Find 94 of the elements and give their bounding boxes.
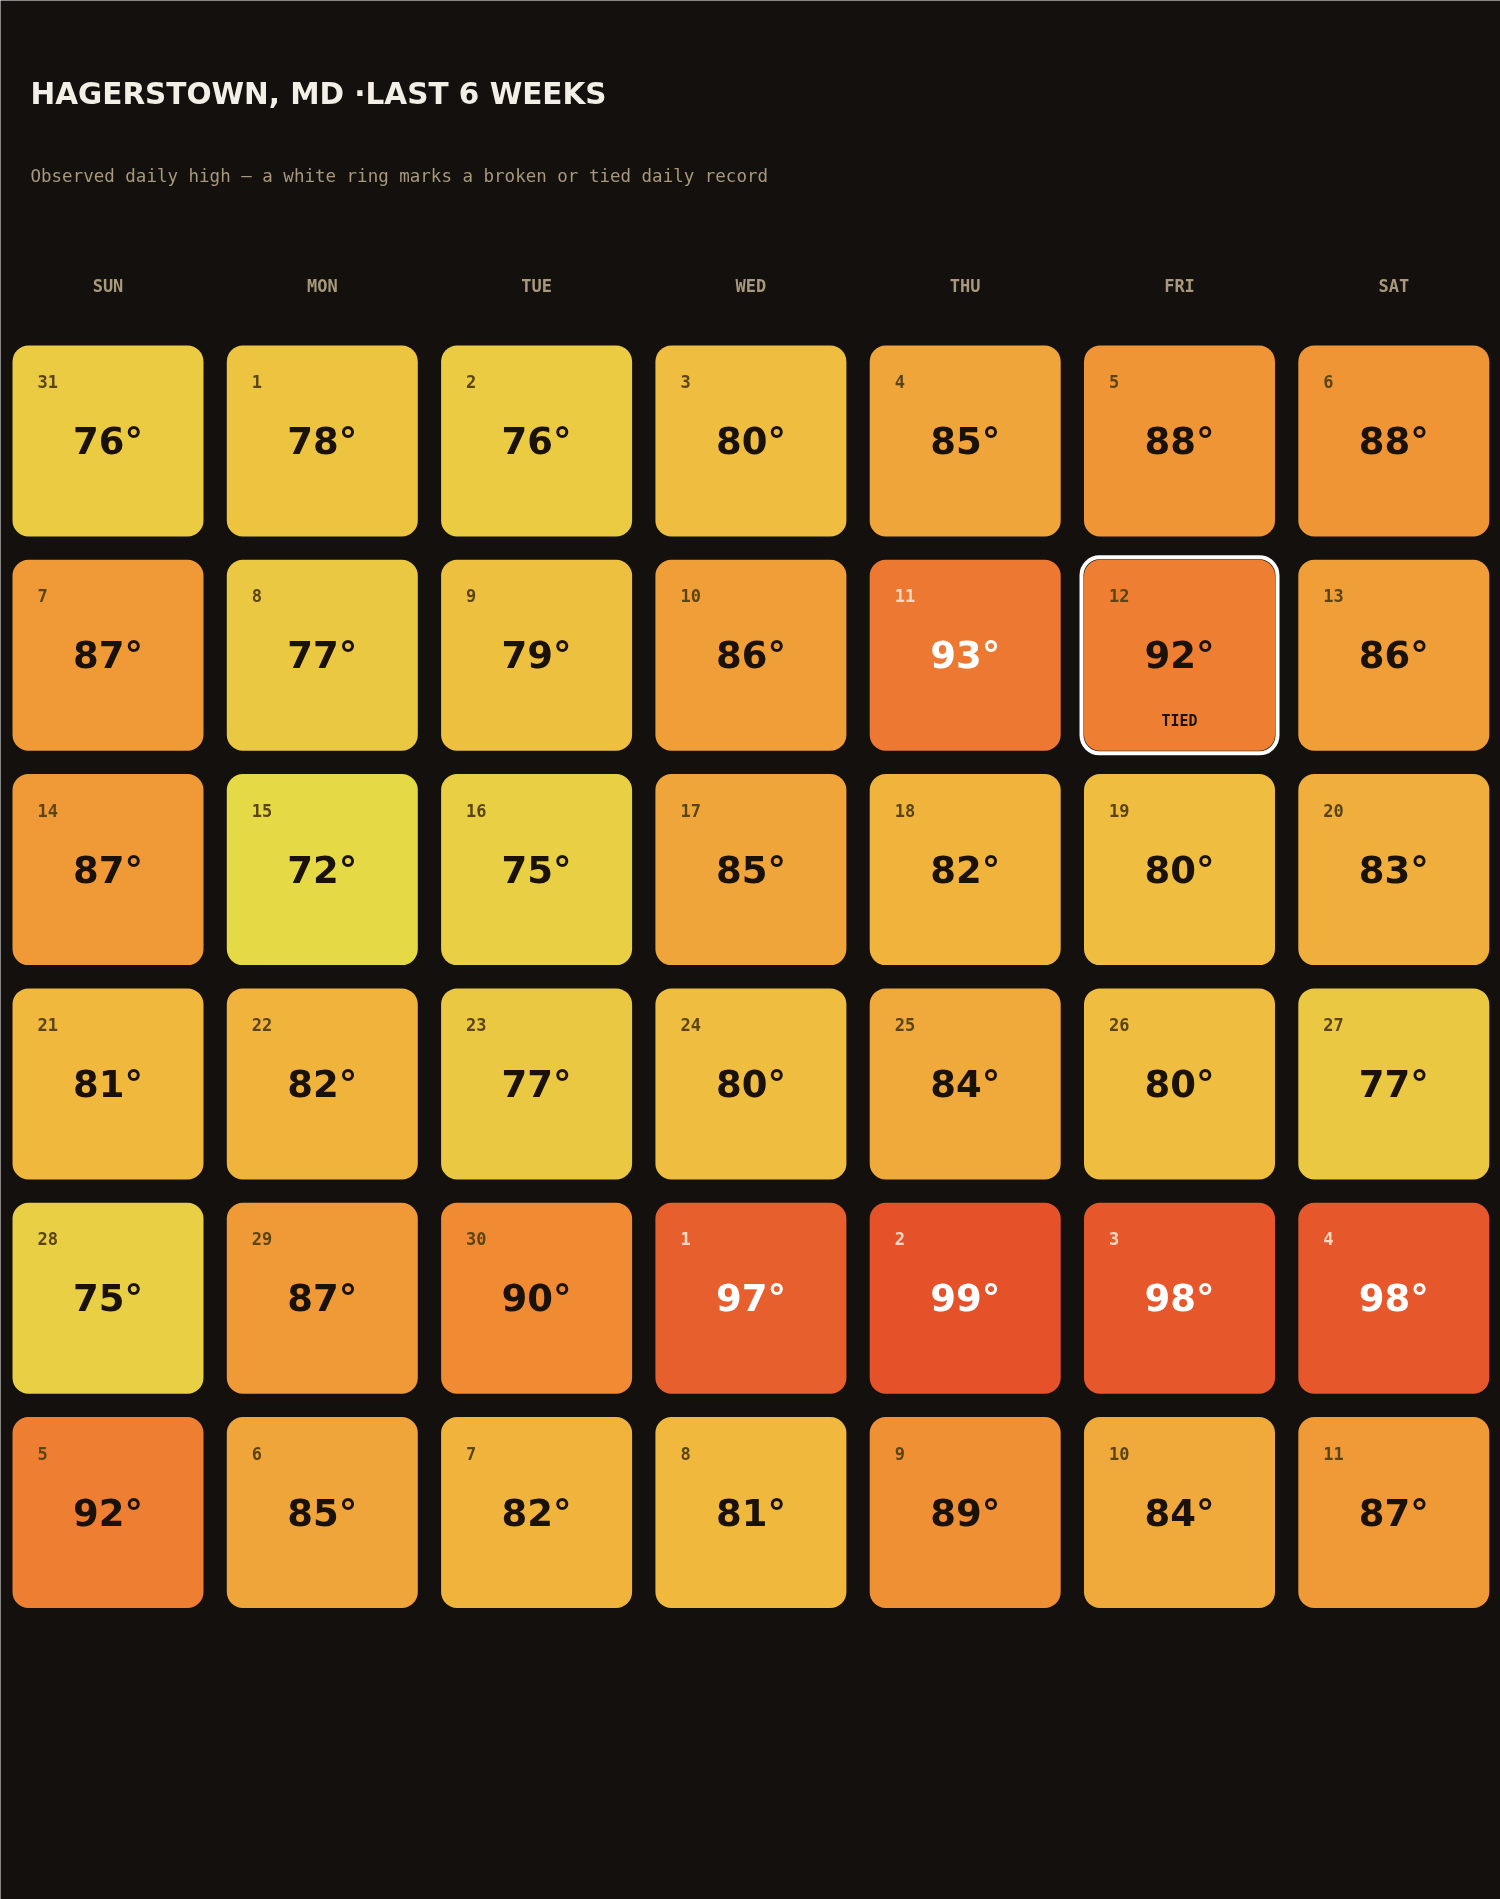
annotation: 31 [37, 372, 58, 392]
annotation: 7 [37, 586, 48, 607]
annotation: 3 [680, 372, 691, 392]
data-label: 80° [1144, 848, 1215, 892]
data-label: 82° [501, 1491, 572, 1535]
x-tick-label: SUN [92, 275, 124, 296]
annotation: 23 [466, 1014, 487, 1035]
annotation: 11 [894, 586, 916, 607]
annotation: 14 [37, 800, 58, 821]
data-label: 85° [715, 848, 786, 892]
annotation: 20 [1323, 800, 1344, 821]
data-label: 77° [287, 634, 358, 678]
data-label: 84° [930, 1062, 1001, 1106]
annotation: 4 [1323, 1229, 1334, 1250]
annotation: 24 [680, 1014, 701, 1035]
annotation: 29 [251, 1229, 273, 1250]
annotation: 6 [251, 1443, 263, 1464]
data-label: 75° [73, 1277, 144, 1321]
chart-subtitle: Observed daily high — a white ring marks a broken or tied daily record [30, 165, 769, 186]
annotation: 1 [251, 372, 263, 392]
annotation: 30 [466, 1229, 487, 1250]
data-label: 98° [1358, 1277, 1429, 1321]
data-label: 92° [1144, 634, 1215, 678]
data-label: 77° [1358, 1062, 1429, 1106]
data-label: 99° [930, 1277, 1001, 1321]
annotation: 5 [1109, 372, 1120, 392]
data-label: 90° [501, 1277, 572, 1321]
annotation: 12 [1109, 586, 1130, 607]
annotation: 16 [466, 800, 487, 821]
annotation: 13 [1323, 586, 1344, 607]
annotation: 2 [894, 1229, 905, 1250]
annotation: 8 [251, 586, 263, 607]
annotation: 5 [37, 1443, 48, 1464]
data-label: 82° [930, 848, 1001, 892]
data-label: 88° [1144, 420, 1215, 463]
annotation: 10 [1109, 1443, 1130, 1464]
annotation: 27 [1323, 1014, 1344, 1035]
annotation: 2 [466, 372, 477, 392]
data-label: 72° [287, 848, 358, 892]
data-label: 84° [1144, 1491, 1215, 1535]
annotation: 19 [1109, 800, 1130, 821]
annotation: 17 [680, 800, 701, 821]
annotation: 3 [1109, 1229, 1120, 1250]
data-label: 86° [1358, 634, 1429, 678]
data-label: 93° [930, 634, 1001, 678]
annotation: 4 [894, 372, 905, 392]
data-label: 83° [1358, 848, 1429, 892]
annotation: 18 [894, 800, 916, 821]
x-tick-label: TUE [521, 275, 552, 296]
annotation: 15 [251, 800, 273, 821]
annotation: 7 [466, 1443, 477, 1464]
x-tick-label: WED [735, 275, 767, 296]
annotation: 6 [1323, 372, 1334, 392]
annotation: 1 [680, 1229, 691, 1250]
data-label: 89° [930, 1491, 1001, 1535]
annotation: 11 [1323, 1443, 1344, 1464]
annotation: 28 [37, 1229, 58, 1250]
data-label: 82° [287, 1062, 358, 1106]
data-label: 76° [73, 420, 144, 463]
annotation: TIED [1161, 711, 1198, 730]
data-label: 81° [715, 1491, 786, 1535]
data-label: 87° [73, 634, 144, 678]
x-tick-label: THU [949, 275, 981, 296]
data-label: 85° [930, 420, 1001, 463]
data-label: 80° [715, 1062, 786, 1106]
x-tick-label: MON [306, 275, 338, 296]
annotation: 10 [680, 586, 701, 607]
data-label: 87° [287, 1277, 358, 1321]
data-label: 75° [501, 848, 572, 892]
data-label: 78° [287, 420, 358, 463]
data-label: 87° [73, 848, 144, 892]
data-label: 92° [73, 1491, 144, 1535]
annotation: 21 [37, 1014, 58, 1035]
data-label: 98° [1144, 1277, 1215, 1321]
annotation: 8 [680, 1443, 691, 1464]
chart-title: HAGERSTOWN, MD ·LAST 6 WEEKS [30, 76, 607, 111]
annotation: 22 [251, 1014, 273, 1035]
annotation: 9 [894, 1443, 905, 1464]
data-label: 81° [73, 1062, 144, 1106]
data-label: 86° [715, 634, 786, 678]
data-label: 80° [715, 420, 786, 463]
data-label: 87° [1358, 1491, 1429, 1535]
data-label: 79° [501, 634, 572, 678]
data-label: 80° [1144, 1062, 1215, 1106]
annotation: 26 [1109, 1014, 1130, 1035]
x-tick-label: FRI [1164, 275, 1195, 296]
data-label: 97° [715, 1277, 786, 1321]
data-label: 88° [1358, 420, 1429, 463]
annotation: 25 [894, 1014, 916, 1035]
x-tick-label: SAT [1378, 275, 1410, 296]
annotation: 9 [466, 586, 477, 607]
data-label: 77° [501, 1062, 572, 1106]
data-label: 76° [501, 420, 572, 463]
data-label: 85° [287, 1491, 358, 1535]
